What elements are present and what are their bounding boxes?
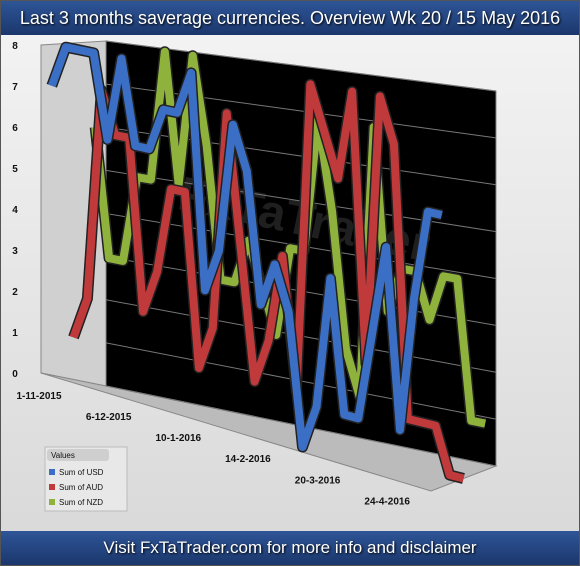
- y-tick-label: 5: [12, 164, 18, 175]
- x-tick-label: 1-11-2015: [16, 391, 61, 402]
- legend-label: Sum of USD: [59, 468, 104, 477]
- series-line: [69, 80, 465, 483]
- legend-label: Sum of AUD: [59, 483, 103, 492]
- y-tick-label: 6: [12, 123, 18, 134]
- legend-title: Values: [51, 451, 75, 460]
- y-tick-label: 1: [12, 328, 18, 339]
- x-tick-label: 10-1-2016: [155, 433, 201, 444]
- page-title: Last 3 months saverage currencies. Overv…: [1, 1, 579, 35]
- x-tick-label: 14-2-2016: [225, 454, 271, 465]
- legend-title-box: [47, 449, 109, 461]
- legend-swatch: [49, 484, 55, 490]
- legend-swatch: [49, 469, 55, 475]
- legend-swatch: [49, 499, 55, 505]
- x-tick-label: 20-3-2016: [295, 475, 341, 486]
- chart: FxTaTrader0123456781-11-20156-12-201510-…: [12, 40, 498, 512]
- x-tick-label: 6-12-2015: [86, 412, 132, 423]
- y-tick-label: 2: [12, 287, 18, 298]
- y-tick-label: 7: [12, 82, 18, 93]
- y-tick-label: 8: [12, 41, 18, 52]
- y-tick-label: 3: [12, 246, 18, 257]
- series-line: [48, 43, 443, 451]
- x-tick-label: 24-4-2016: [364, 496, 410, 507]
- legend-label: Sum of NZD: [59, 498, 103, 507]
- page-footer: Visit FxTaTrader.com for more info and d…: [1, 531, 579, 565]
- y-tick-label: 4: [12, 205, 18, 216]
- y-tick-label: 0: [12, 369, 18, 380]
- grid-line: [105, 40, 497, 92]
